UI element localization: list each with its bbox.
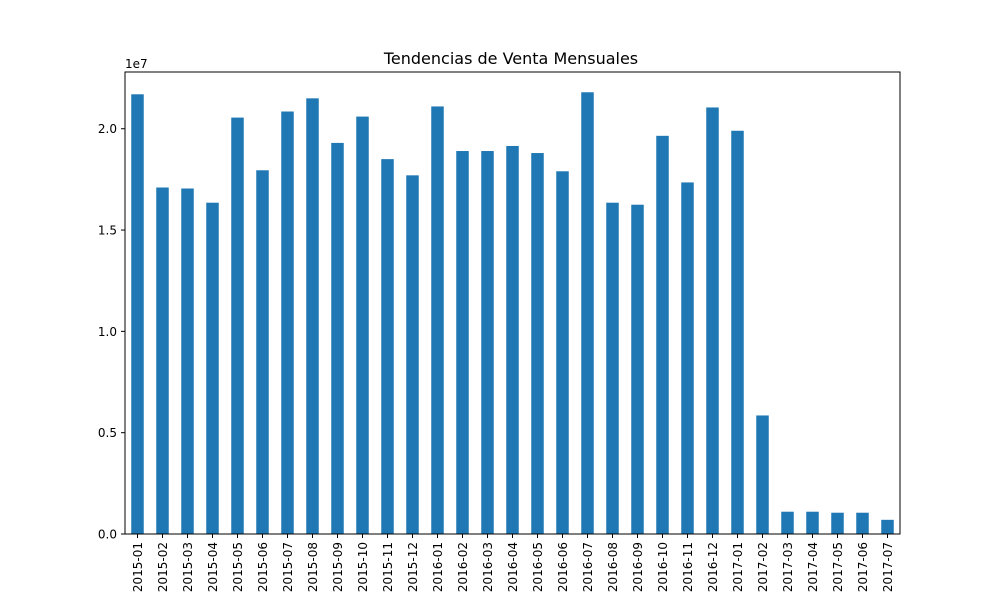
x-tick-label: 2016-05 <box>531 542 545 592</box>
x-tick-label: 2016-08 <box>606 542 620 592</box>
x-tick-label: 2015-01 <box>131 542 145 592</box>
x-tick-label: 2016-04 <box>506 542 520 592</box>
x-tick-label: 2017-04 <box>806 542 820 592</box>
bar-2015-04 <box>206 202 219 534</box>
bar-2016-04 <box>506 145 519 534</box>
x-axis: 2015-01 2015-02 2015-03 2015-04 2015-05 2015-… <box>131 534 895 592</box>
x-tick-label: 2017-03 <box>781 542 795 592</box>
bar-2017-01 <box>731 130 744 534</box>
y-tick-label: 1.5 <box>98 224 117 238</box>
bar-2016-03 <box>481 151 494 534</box>
y-axis: 0.0 0.5 1.0 1.5 2.0 <box>98 122 125 542</box>
bar-2015-10 <box>356 116 369 534</box>
y-tick-label: 0.5 <box>98 426 117 440</box>
bar-2017-05 <box>831 512 844 534</box>
x-tick-label: 2016-06 <box>556 542 570 592</box>
x-tick-label: 2016-02 <box>456 542 470 592</box>
x-tick-label: 2015-12 <box>406 542 420 592</box>
bar-2017-02 <box>756 415 769 534</box>
x-tick-label: 2016-11 <box>681 542 695 592</box>
x-tick-label: 2015-06 <box>256 542 270 592</box>
bar-2016-10 <box>656 135 669 534</box>
bar-2016-08 <box>606 202 619 534</box>
x-tick-label: 2016-10 <box>656 542 670 592</box>
x-tick-label: 2017-06 <box>856 542 870 592</box>
x-tick-label: 2017-01 <box>731 542 745 592</box>
bar-2016-06 <box>556 171 569 535</box>
y-tick-label: 2.0 <box>98 122 117 136</box>
bar-2015-06 <box>256 170 269 534</box>
x-tick-label: 2015-05 <box>231 542 245 592</box>
x-tick-label: 2015-03 <box>181 542 195 592</box>
bar-2016-09 <box>631 204 644 534</box>
x-tick-label: 2017-05 <box>831 542 845 592</box>
bar-2017-03 <box>781 511 794 534</box>
x-tick-label: 2015-10 <box>356 542 370 592</box>
bar-2015-05 <box>231 117 244 534</box>
x-tick-label: 2016-07 <box>581 542 595 592</box>
x-tick-label: 2017-07 <box>881 542 895 592</box>
bar-2017-07 <box>881 519 894 534</box>
bar-2015-09 <box>331 142 344 535</box>
x-tick-label: 2015-09 <box>331 542 345 592</box>
x-tick-label: 2016-12 <box>706 542 720 592</box>
bar-2016-11 <box>681 182 694 534</box>
y-axis-offset-label: 1e7 <box>125 57 148 71</box>
y-tick-label: 0.0 <box>98 528 117 542</box>
x-tick-label: 2015-02 <box>156 542 170 592</box>
bar-2016-12 <box>706 107 719 535</box>
bar-2016-07 <box>581 92 594 534</box>
bar-2016-05 <box>531 153 544 535</box>
chart-title: Tendencias de Venta Mensuales <box>383 49 638 68</box>
bar-2015-12 <box>406 175 419 534</box>
bar-2017-04 <box>806 511 819 534</box>
bar-2015-02 <box>156 187 169 534</box>
plot-frame <box>124 71 901 535</box>
x-tick-label: 2016-03 <box>481 542 495 592</box>
bar-2015-07 <box>281 111 294 534</box>
bar-2016-01 <box>431 106 444 534</box>
x-tick-label: 2015-07 <box>281 542 295 592</box>
bar-2015-08 <box>306 98 319 534</box>
x-tick-label: 2015-08 <box>306 542 320 592</box>
x-tick-label: 2016-09 <box>631 542 645 592</box>
bar-2016-02 <box>456 151 469 534</box>
bar-2017-06 <box>856 512 869 534</box>
bar-2015-11 <box>381 159 394 534</box>
x-tick-label: 2015-11 <box>381 542 395 592</box>
y-tick-label: 1.0 <box>98 325 117 339</box>
x-tick-label: 2017-02 <box>756 542 770 592</box>
bar-2015-03 <box>181 188 194 534</box>
x-tick-label: 2016-01 <box>431 542 445 592</box>
x-tick-label: 2015-04 <box>206 542 220 592</box>
bar-2015-01 <box>131 94 144 534</box>
bars-layer <box>131 92 894 535</box>
